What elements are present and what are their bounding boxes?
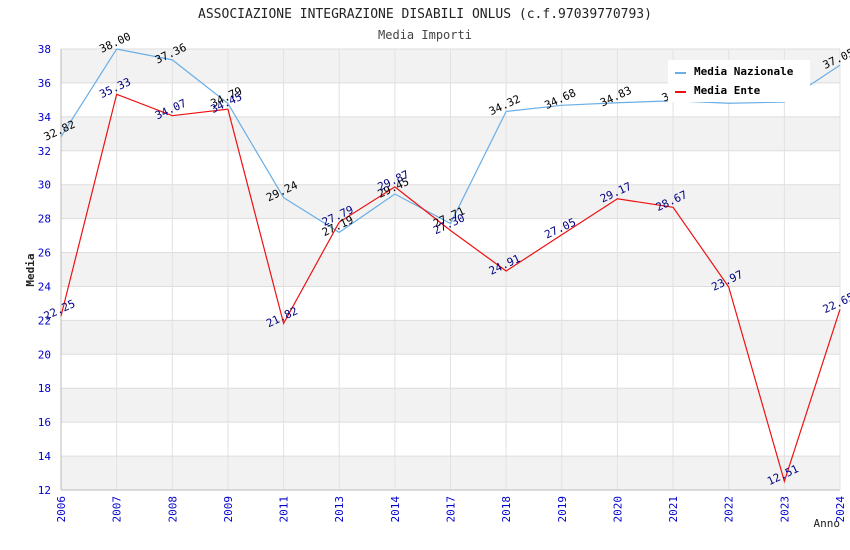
x-tick-label: 2019 <box>556 496 569 523</box>
y-tick-label: 24 <box>38 280 52 293</box>
y-tick-label: 16 <box>38 416 51 429</box>
x-tick-label: 2014 <box>389 496 402 523</box>
y-tick-label: 26 <box>38 247 51 260</box>
y-tick-label: 38 <box>38 43 51 56</box>
y-axis-label: Media <box>24 253 37 286</box>
x-tick-label: 2021 <box>667 496 680 523</box>
y-tick-label: 28 <box>38 213 51 226</box>
x-tick-label: 2011 <box>278 496 291 523</box>
x-tick-label: 2006 <box>55 496 68 523</box>
series-line-ente <box>60 93 841 484</box>
series-lines <box>60 48 841 484</box>
y-tick-label: 36 <box>38 77 51 90</box>
y-tick-label: 30 <box>38 179 51 192</box>
chart-title: ASSOCIAZIONE INTEGRAZIONE DISABILI ONLUS… <box>198 7 652 22</box>
x-tick-label: 2009 <box>222 496 235 523</box>
chart-subtitle: Media Importi <box>378 28 472 42</box>
y-tick-label: 18 <box>38 382 51 395</box>
x-tick-label: 2008 <box>166 496 179 523</box>
y-tick-label: 34 <box>38 111 52 124</box>
legend-label-ente: Media Ente <box>694 84 761 97</box>
x-tick-label: 2007 <box>111 496 124 523</box>
legend: Media Nazionale Media Ente <box>668 60 810 102</box>
x-tick-label: 2017 <box>445 496 458 523</box>
x-tick-label: 2022 <box>723 496 736 523</box>
x-tick-labels: 2006 2007 2008 2009 2011 2013 2014 2017 2018 2019… <box>55 496 847 523</box>
legend-label-nazionale: Media Nazionale <box>694 65 794 78</box>
y-tick-label: 32 <box>38 145 51 158</box>
x-tick-label: 2023 <box>778 496 791 523</box>
y-tick-label: 20 <box>38 348 51 361</box>
grid-lines <box>60 48 841 491</box>
axes <box>60 49 840 491</box>
x-tick-label: 2024 <box>834 496 847 523</box>
series-line-nazionale <box>60 48 841 234</box>
x-tick-label: 2018 <box>500 496 513 523</box>
legend-box <box>668 60 810 102</box>
y-tick-label: 12 <box>38 484 51 497</box>
x-tick-label: 2013 <box>333 496 346 523</box>
x-axis-label: Anno <box>814 517 841 530</box>
y-tick-labels: 12 14 16 18 20 22 24 26 28 30 32 34 36 38 <box>38 43 52 497</box>
x-tick-label: 2020 <box>611 496 624 523</box>
y-tick-label: 22 <box>38 314 51 327</box>
y-tick-label: 14 <box>38 450 52 463</box>
